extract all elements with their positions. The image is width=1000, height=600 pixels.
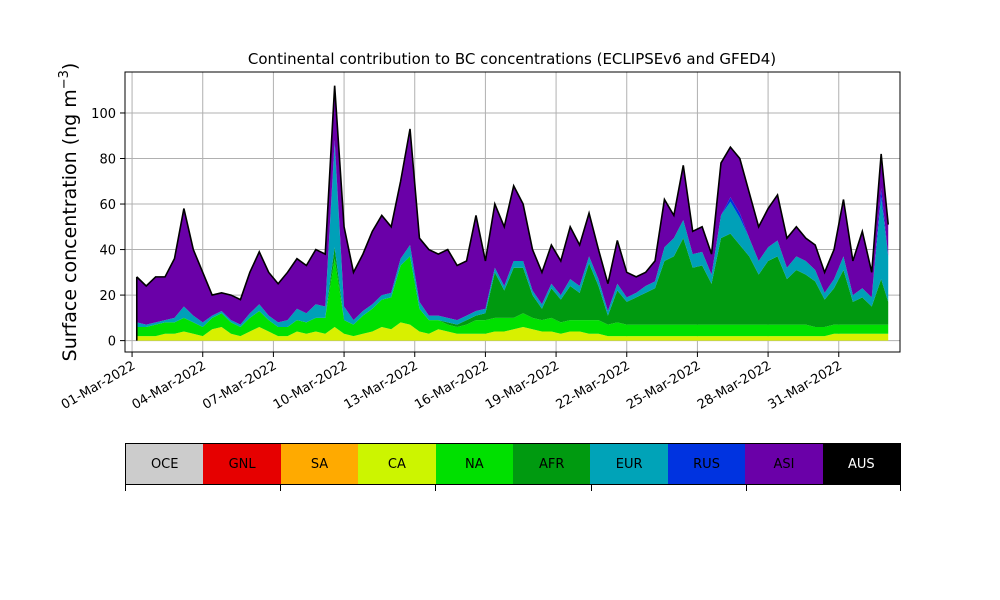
x-tick-label: 31-Mar-2022 xyxy=(766,358,845,412)
legend-item-asi: ASI xyxy=(745,444,823,484)
chart-title: Continental contribution to BC concentra… xyxy=(248,50,776,68)
y-tick-label: 20 xyxy=(99,289,116,304)
legend-item-eur: EUR xyxy=(590,444,668,484)
x-tick-label: 22-Mar-2022 xyxy=(554,358,633,412)
legend-ticks xyxy=(125,485,901,491)
legend-item-aus: AUS xyxy=(822,444,901,484)
y-tick-label: 0 xyxy=(108,335,116,350)
area-asi xyxy=(136,85,889,325)
y-tick-label: 40 xyxy=(99,244,116,259)
legend-tick xyxy=(435,485,437,491)
x-tick-label: 19-Mar-2022 xyxy=(483,358,562,412)
x-tick-label: 01-Mar-2022 xyxy=(59,358,138,412)
y-tick-label: 60 xyxy=(99,198,116,213)
legend-tick xyxy=(125,485,126,491)
legend-tick xyxy=(590,485,592,491)
y-axis-label: Surface concentration (ng m−3) xyxy=(57,63,81,362)
total-line xyxy=(136,85,890,301)
area-na xyxy=(136,256,889,337)
legend-item-oce: OCE xyxy=(126,444,204,484)
color-legend: OCE GNL SA CA NA AFR EUR RUS ASI AUS xyxy=(125,443,901,485)
legend-item-ca: CA xyxy=(358,444,436,484)
y-tick-label: 80 xyxy=(99,153,116,168)
area-afr xyxy=(136,233,889,327)
x-tick-label: 25-Mar-2022 xyxy=(624,358,703,412)
legend-tick xyxy=(900,485,901,491)
legend-tick xyxy=(280,485,282,491)
x-tick-label: 10-Mar-2022 xyxy=(271,358,350,412)
x-tick-label: 16-Mar-2022 xyxy=(412,358,491,412)
legend-item-na: NA xyxy=(435,444,514,484)
legend-item-sa: SA xyxy=(280,444,359,484)
x-tick-label: 04-Mar-2022 xyxy=(130,358,209,412)
x-tick-label: 13-Mar-2022 xyxy=(342,358,421,412)
x-tick-label: 28-Mar-2022 xyxy=(695,358,774,412)
y-tick-label: 100 xyxy=(91,107,116,122)
stacked-areas xyxy=(135,85,890,341)
x-tick-label: 07-Mar-2022 xyxy=(200,358,279,412)
legend-item-gnl: GNL xyxy=(203,444,281,484)
area-eur xyxy=(136,144,889,327)
plot-frame xyxy=(124,71,901,353)
legend-item-afr: AFR xyxy=(513,444,591,484)
legend-item-rus: RUS xyxy=(667,444,746,484)
legend-tick xyxy=(745,485,747,491)
